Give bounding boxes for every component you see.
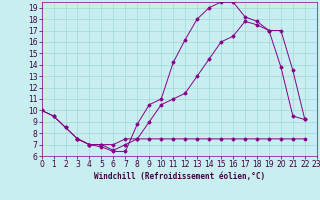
X-axis label: Windchill (Refroidissement éolien,°C): Windchill (Refroidissement éolien,°C) bbox=[94, 172, 265, 181]
